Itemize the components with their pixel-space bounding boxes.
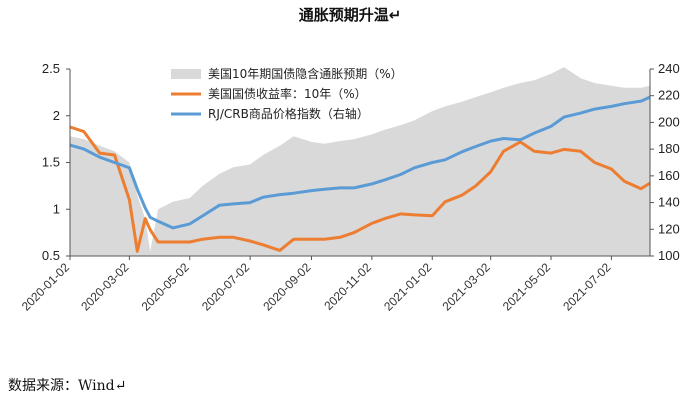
x-tick-label: 2020-07-02 xyxy=(199,260,253,314)
x-tick-label: 2021-05-02 xyxy=(500,260,554,314)
x-tick-label: 2021-01-02 xyxy=(381,260,435,314)
right-tick-label: 120 xyxy=(658,221,680,236)
source-note: 数据来源：Wind↵ xyxy=(8,378,127,394)
x-tick-label: 2021-07-02 xyxy=(560,260,614,314)
series-3-line xyxy=(69,95,651,230)
x-tick-label: 2020-11-02 xyxy=(321,260,374,313)
x-tick-label: 2020-03-02 xyxy=(78,260,132,314)
left-tick-label: 0.5 xyxy=(42,248,60,263)
x-tick-label: 2020-05-02 xyxy=(139,260,193,314)
legend-label-2: 美国国债收益率：10年（%） xyxy=(208,86,367,101)
series-2-line xyxy=(69,125,651,253)
left-tick-label: 2.5 xyxy=(42,61,60,76)
x-tick-label: 2021-03-02 xyxy=(439,260,493,314)
right-axis-ticks: 100 120 140 160 180 200 220 240 xyxy=(650,61,680,263)
left-tick-label: 1 xyxy=(53,201,60,216)
right-tick-label: 240 xyxy=(658,61,680,76)
x-tick-label: 2020-09-02 xyxy=(260,260,314,314)
legend: 美国10年期国债隐含通胀预期（%） 美国国债收益率：10年（%） RJ/CRB商品价… xyxy=(171,66,403,121)
right-tick-label: 200 xyxy=(658,114,680,129)
chart-title: 通胀预期升温↵ xyxy=(298,6,402,24)
left-axis-ticks: 0.5 1 1.5 2 2.5 xyxy=(42,61,70,263)
x-axis-ticks: 2020-01-02 2020-03-02 2020-05-02 2020-07-02… xyxy=(19,256,614,314)
right-tick-label: 220 xyxy=(658,88,680,103)
legend-label-1: 美国10年期国债隐含通胀预期（%） xyxy=(208,66,403,81)
legend-label-3: RJ/CRB商品价格指数（右轴） xyxy=(208,106,369,121)
line-layer xyxy=(69,95,651,253)
legend-swatch-1 xyxy=(171,69,201,79)
right-tick-label: 180 xyxy=(658,141,680,156)
right-tick-label: 100 xyxy=(658,248,680,263)
left-tick-label: 2 xyxy=(53,108,60,123)
left-tick-label: 1.5 xyxy=(42,155,60,170)
right-tick-label: 160 xyxy=(658,168,680,183)
x-tick-label: 2020-01-02 xyxy=(19,260,73,314)
right-tick-label: 140 xyxy=(658,195,680,210)
